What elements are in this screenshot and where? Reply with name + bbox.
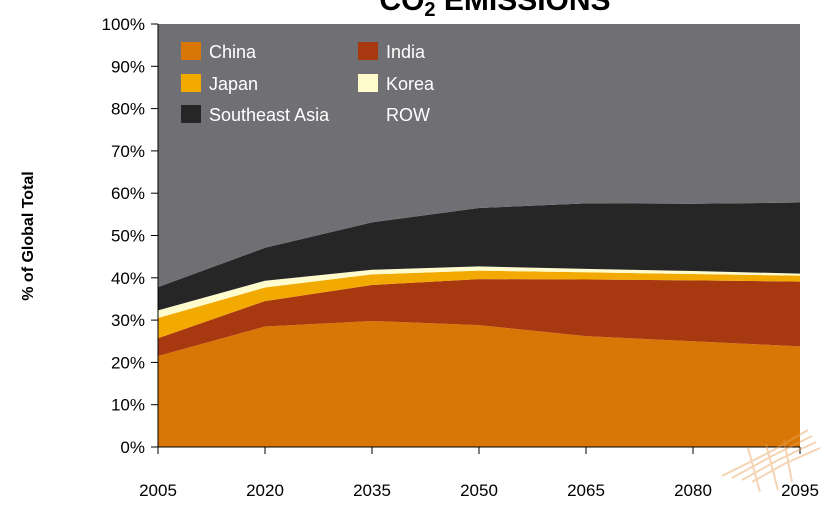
legend-label-row: ROW bbox=[386, 105, 430, 125]
y-tick-label: 70% bbox=[111, 142, 145, 161]
y-tick-label: 10% bbox=[111, 396, 145, 415]
area-series-japan bbox=[158, 270, 800, 339]
legend: China India Japan Korea Southeast Asia ROW bbox=[181, 42, 435, 125]
area-series-china bbox=[158, 320, 800, 447]
y-tick-label: 0% bbox=[120, 438, 145, 457]
legend-label-korea: Korea bbox=[386, 74, 435, 94]
y-tick-label: 80% bbox=[111, 100, 145, 119]
legend-swatch-korea bbox=[358, 74, 378, 92]
x-tick-label: 2080 bbox=[674, 481, 712, 500]
x-tick-label: 2065 bbox=[567, 481, 605, 500]
x-tick-label: 2050 bbox=[460, 481, 498, 500]
legend-label-southeast-asia: Southeast Asia bbox=[209, 105, 330, 125]
legend-swatch-india bbox=[358, 42, 378, 60]
area-series-korea bbox=[158, 266, 800, 318]
area-series-row bbox=[158, 24, 800, 288]
y-axis-label: % of Global Total bbox=[20, 171, 37, 300]
chart-title: CO2 EMISSIONS bbox=[379, 0, 610, 21]
watermark-logo bbox=[721, 429, 821, 493]
legend-label-china: China bbox=[209, 42, 257, 62]
x-tick-label: 2020 bbox=[246, 481, 284, 500]
legend-label-japan: Japan bbox=[209, 74, 258, 94]
y-tick-label: 60% bbox=[111, 184, 145, 203]
x-tick-label: 2095 bbox=[781, 481, 819, 500]
legend-label-india: India bbox=[386, 42, 426, 62]
y-tick-label: 90% bbox=[111, 57, 145, 76]
area-series-southeast-asia bbox=[158, 202, 800, 311]
chart-title-rest: EMISSIONS bbox=[436, 0, 611, 17]
chart-title-subscript: 2 bbox=[424, 0, 435, 21]
legend-swatch-southeast-asia bbox=[181, 105, 201, 123]
legend-swatch-japan bbox=[181, 74, 201, 92]
y-tick-label: 20% bbox=[111, 353, 145, 372]
plot-area bbox=[158, 24, 800, 447]
x-tick-label: 2035 bbox=[353, 481, 391, 500]
y-tick-label: 40% bbox=[111, 269, 145, 288]
area-series-india bbox=[158, 279, 800, 357]
legend-swatch-china bbox=[181, 42, 201, 60]
y-tick-label: 50% bbox=[111, 227, 145, 246]
y-tick-label: 100% bbox=[102, 15, 145, 34]
y-tick-label: 30% bbox=[111, 311, 145, 330]
axes: 0% 10% 20% 30% 40% 50% 60% 70% 80% 90% 100% 2005 202… bbox=[102, 15, 819, 500]
x-tick-label: 2005 bbox=[139, 481, 177, 500]
chart-title-main: CO bbox=[379, 0, 424, 17]
